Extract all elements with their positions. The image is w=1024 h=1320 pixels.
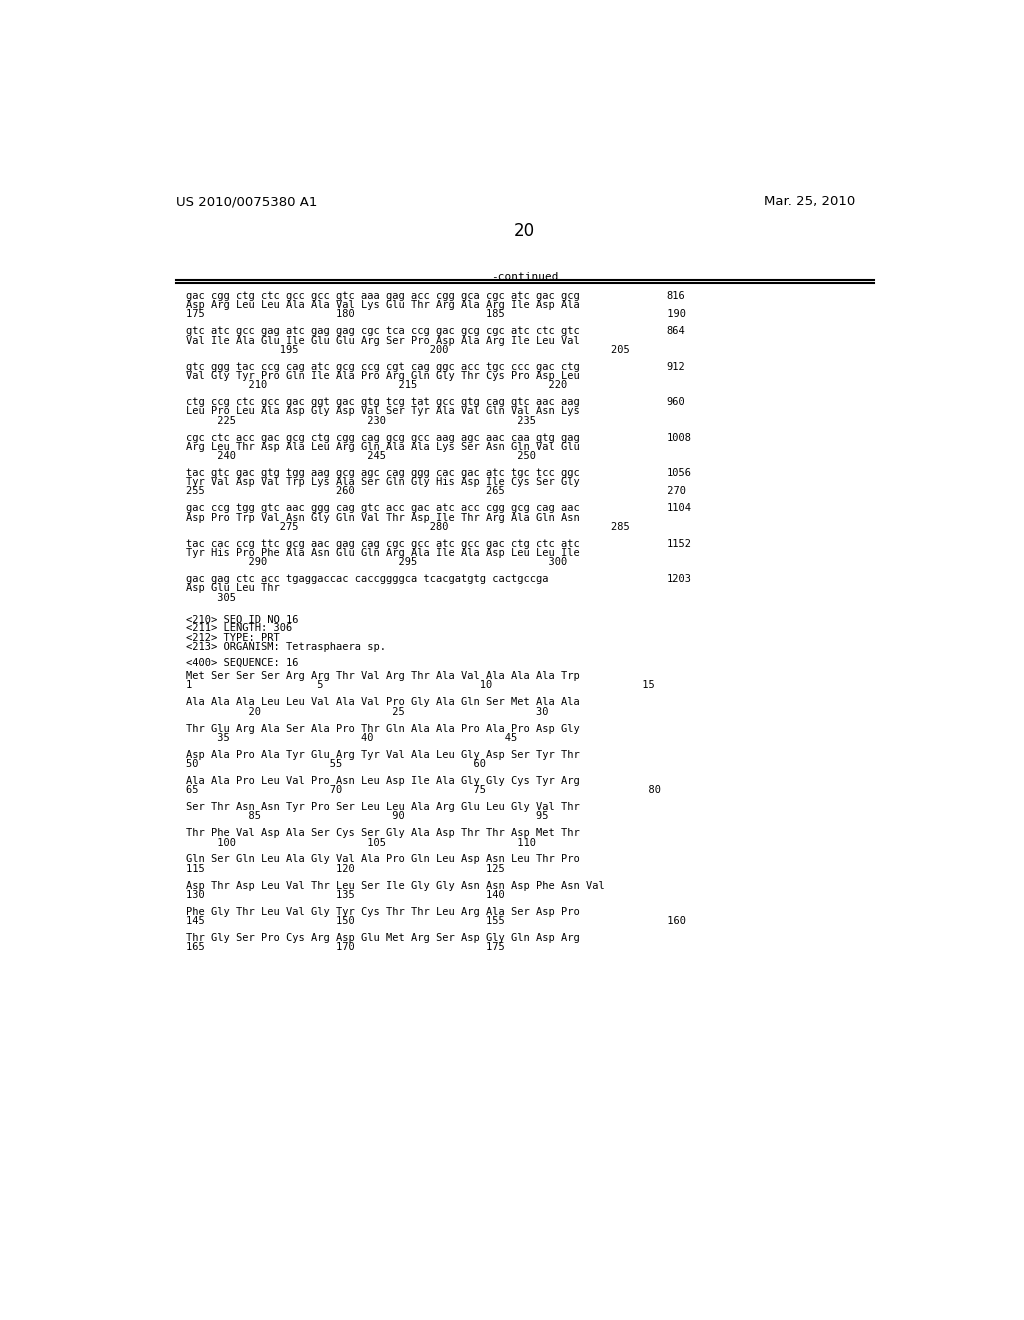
Text: 165                     170                     175: 165 170 175 — [186, 942, 505, 952]
Text: Tyr Val Asp Val Trp Lys Ala Ser Gln Gly His Asp Ile Cys Ser Gly: Tyr Val Asp Val Trp Lys Ala Ser Gln Gly … — [186, 478, 580, 487]
Text: Arg Leu Thr Asp Ala Leu Arg Gln Ala Ala Lys Ser Asn Gln Val Glu: Arg Leu Thr Asp Ala Leu Arg Gln Ala Ala … — [186, 442, 580, 451]
Text: Thr Gly Ser Pro Cys Arg Asp Glu Met Arg Ser Asp Gly Gln Asp Arg: Thr Gly Ser Pro Cys Arg Asp Glu Met Arg … — [186, 933, 580, 942]
Text: <211> LENGTH: 306: <211> LENGTH: 306 — [186, 623, 293, 634]
Text: 20: 20 — [514, 222, 536, 239]
Text: <400> SEQUENCE: 16: <400> SEQUENCE: 16 — [186, 657, 299, 668]
Text: gac gag ctc acc tgaggaccac caccggggca tcacgatgtg cactgccga: gac gag ctc acc tgaggaccac caccggggca tc… — [186, 574, 549, 585]
Text: Val Ile Ala Glu Ile Glu Glu Arg Ser Pro Asp Ala Arg Ile Leu Val: Val Ile Ala Glu Ile Glu Glu Arg Ser Pro … — [186, 335, 580, 346]
Text: Ala Ala Ala Leu Leu Val Ala Val Pro Gly Ala Gln Ser Met Ala Ala: Ala Ala Ala Leu Leu Val Ala Val Pro Gly … — [186, 697, 580, 708]
Text: 1152: 1152 — [667, 539, 691, 549]
Text: gtc atc gcc gag atc gag gag cgc tca ccg gac gcg cgc atc ctc gtc: gtc atc gcc gag atc gag gag cgc tca ccg … — [186, 326, 580, 337]
Text: Mar. 25, 2010: Mar. 25, 2010 — [764, 195, 855, 209]
Text: 195                     200                          205: 195 200 205 — [186, 345, 630, 355]
Text: 1203: 1203 — [667, 574, 691, 585]
Text: 115                     120                     125: 115 120 125 — [186, 863, 505, 874]
Text: Asp Glu Leu Thr: Asp Glu Leu Thr — [186, 583, 280, 594]
Text: 1                    5                         10                        15: 1 5 10 15 — [186, 681, 655, 690]
Text: 210                     215                     220: 210 215 220 — [186, 380, 567, 391]
Text: tac gtc gac gtg tgg aag gcg agc cag ggg cac gac atc tgc tcc ggc: tac gtc gac gtg tgg aag gcg agc cag ggg … — [186, 469, 580, 478]
Text: 1104: 1104 — [667, 503, 691, 513]
Text: <210> SEQ ID NO 16: <210> SEQ ID NO 16 — [186, 614, 299, 624]
Text: US 2010/0075380 A1: US 2010/0075380 A1 — [176, 195, 317, 209]
Text: <213> ORGANISM: Tetrasphaera sp.: <213> ORGANISM: Tetrasphaera sp. — [186, 642, 386, 652]
Text: 240                     245                     250: 240 245 250 — [186, 451, 537, 461]
Text: ctg ccg ctc gcc gac ggt gac gtg tcg tat gcc gtg cag gtc aac aag: ctg ccg ctc gcc gac ggt gac gtg tcg tat … — [186, 397, 580, 407]
Text: 20                     25                     30: 20 25 30 — [186, 706, 549, 717]
Text: Thr Glu Arg Ala Ser Ala Pro Thr Gln Ala Ala Pro Ala Pro Asp Gly: Thr Glu Arg Ala Ser Ala Pro Thr Gln Ala … — [186, 723, 580, 734]
Text: Ala Ala Pro Leu Val Pro Asn Leu Asp Ile Ala Gly Gly Cys Tyr Arg: Ala Ala Pro Leu Val Pro Asn Leu Asp Ile … — [186, 776, 580, 785]
Text: Asp Arg Leu Leu Ala Ala Val Lys Glu Thr Arg Ala Arg Ile Asp Ala: Asp Arg Leu Leu Ala Ala Val Lys Glu Thr … — [186, 300, 580, 310]
Text: 145                     150                     155                          160: 145 150 155 160 — [186, 916, 686, 927]
Text: <212> TYPE: PRT: <212> TYPE: PRT — [186, 632, 280, 643]
Text: Phe Gly Thr Leu Val Gly Tyr Cys Thr Thr Leu Arg Ala Ser Asp Pro: Phe Gly Thr Leu Val Gly Tyr Cys Thr Thr … — [186, 907, 580, 917]
Text: cgc ctc acc gac gcg ctg cgg cag gcg gcc aag agc aac caa gtg gag: cgc ctc acc gac gcg ctg cgg cag gcg gcc … — [186, 433, 580, 442]
Text: 50                     55                     60: 50 55 60 — [186, 759, 486, 770]
Text: 1008: 1008 — [667, 433, 691, 442]
Text: 305: 305 — [186, 593, 237, 603]
Text: 225                     230                     235: 225 230 235 — [186, 416, 537, 425]
Text: gac cgg ctg ctc gcc gcc gtc aaa gag acc cgg gca cgc atc gac gcg: gac cgg ctg ctc gcc gcc gtc aaa gag acc … — [186, 290, 580, 301]
Text: Leu Pro Leu Ala Asp Gly Asp Val Ser Tyr Ala Val Gln Val Asn Lys: Leu Pro Leu Ala Asp Gly Asp Val Ser Tyr … — [186, 407, 580, 416]
Text: 130                     135                     140: 130 135 140 — [186, 890, 505, 900]
Text: Val Gly Tyr Pro Gln Ile Ala Pro Arg Gln Gly Thr Cys Pro Asp Leu: Val Gly Tyr Pro Gln Ile Ala Pro Arg Gln … — [186, 371, 580, 381]
Text: Gln Ser Gln Leu Ala Gly Val Ala Pro Gln Leu Asp Asn Leu Thr Pro: Gln Ser Gln Leu Ala Gly Val Ala Pro Gln … — [186, 854, 580, 865]
Text: 65                     70                     75                          80: 65 70 75 80 — [186, 785, 662, 795]
Text: gtc ggg tac ccg cag atc gcg ccg cgt cag ggc acc tgc ccc gac ctg: gtc ggg tac ccg cag atc gcg ccg cgt cag … — [186, 362, 580, 372]
Text: Tyr His Pro Phe Ala Asn Glu Gln Arg Ala Ile Ala Asp Leu Leu Ile: Tyr His Pro Phe Ala Asn Glu Gln Arg Ala … — [186, 548, 580, 558]
Text: 275                     280                          285: 275 280 285 — [186, 521, 630, 532]
Text: Asp Thr Asp Leu Val Thr Leu Ser Ile Gly Gly Asn Asn Asp Phe Asn Val: Asp Thr Asp Leu Val Thr Leu Ser Ile Gly … — [186, 880, 605, 891]
Text: Asp Ala Pro Ala Tyr Glu Arg Tyr Val Ala Leu Gly Asp Ser Tyr Thr: Asp Ala Pro Ala Tyr Glu Arg Tyr Val Ala … — [186, 750, 580, 760]
Text: Ser Thr Asn Asn Tyr Pro Ser Leu Leu Ala Arg Glu Leu Gly Val Thr: Ser Thr Asn Asn Tyr Pro Ser Leu Leu Ala … — [186, 803, 580, 812]
Text: tac cac ccg ttc gcg aac gag cag cgc gcc atc gcc gac ctg ctc atc: tac cac ccg ttc gcg aac gag cag cgc gcc … — [186, 539, 580, 549]
Text: 255                     260                     265                          270: 255 260 265 270 — [186, 487, 686, 496]
Text: 1056: 1056 — [667, 469, 691, 478]
Text: 85                     90                     95: 85 90 95 — [186, 812, 549, 821]
Text: 35                     40                     45: 35 40 45 — [186, 733, 517, 743]
Text: 960: 960 — [667, 397, 685, 407]
Text: Met Ser Ser Ser Arg Arg Thr Val Arg Thr Ala Val Ala Ala Ala Trp: Met Ser Ser Ser Arg Arg Thr Val Arg Thr … — [186, 671, 580, 681]
Text: 290                     295                     300: 290 295 300 — [186, 557, 567, 568]
Text: 816: 816 — [667, 290, 685, 301]
Text: -continued: -continued — [492, 272, 558, 282]
Text: 175                     180                     185                          190: 175 180 185 190 — [186, 309, 686, 319]
Text: 100                     105                     110: 100 105 110 — [186, 838, 537, 847]
Text: 912: 912 — [667, 362, 685, 372]
Text: Asp Pro Trp Val Asn Gly Gln Val Thr Asp Ile Thr Arg Ala Gln Asn: Asp Pro Trp Val Asn Gly Gln Val Thr Asp … — [186, 512, 580, 523]
Text: gac ccg tgg gtc aac ggg cag gtc acc gac atc acc cgg gcg cag aac: gac ccg tgg gtc aac ggg cag gtc acc gac … — [186, 503, 580, 513]
Text: 864: 864 — [667, 326, 685, 337]
Text: Thr Phe Val Asp Ala Ser Cys Ser Gly Ala Asp Thr Thr Asp Met Thr: Thr Phe Val Asp Ala Ser Cys Ser Gly Ala … — [186, 829, 580, 838]
